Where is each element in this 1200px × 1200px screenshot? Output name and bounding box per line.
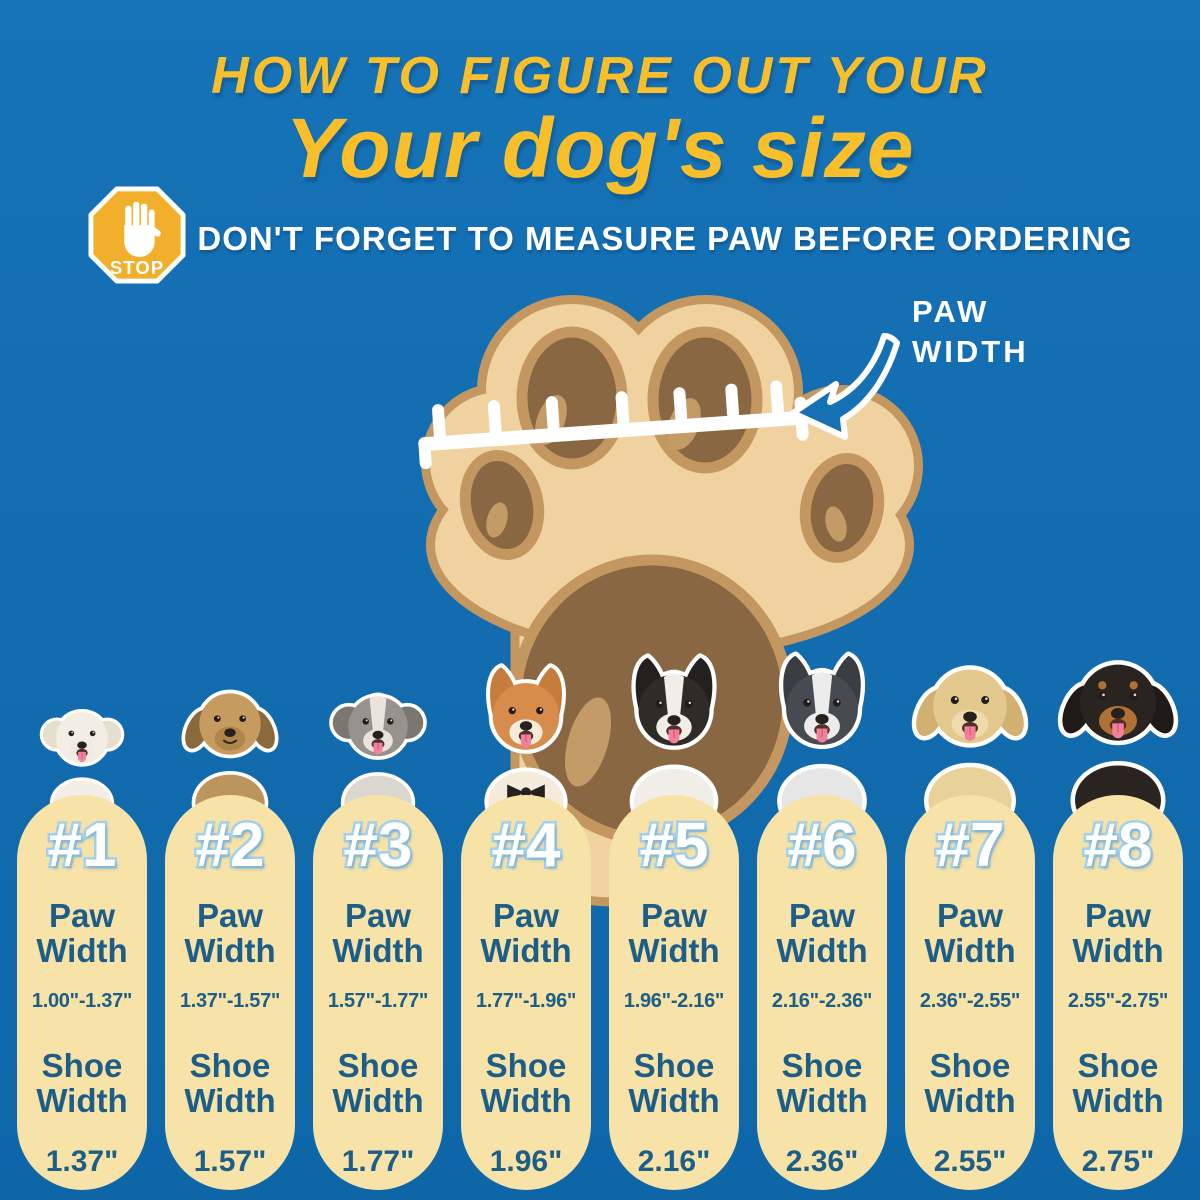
shoe-width-label: Shoe Width: [628, 1047, 720, 1119]
page-title-line2: Your dog's size: [285, 101, 915, 195]
paw-width-label: Paw Width: [628, 897, 720, 969]
page-title-line1: HOW TO FIGURE OUT YOUR: [211, 47, 989, 105]
shoe-width-value: 2.16": [637, 1144, 711, 1178]
size-number: #3: [341, 811, 415, 880]
paw-width-callout-line1: PAW: [912, 294, 990, 329]
size-column-2: #2 Paw Width 1.37"-1.57" Shoe Width 1.57": [165, 600, 295, 1200]
size-number: #4: [489, 811, 563, 880]
shoe-width-value: 2.55": [933, 1144, 1007, 1178]
shoe-width-label: Shoe Width: [1072, 1047, 1164, 1119]
size-column-1: #1 Paw Width 1.00"-1.37" Shoe Width 1.37": [17, 600, 147, 1200]
stop-hand-icon: [124, 201, 161, 258]
size-number: #1: [45, 811, 119, 880]
measure-arrow-icon: [790, 333, 900, 440]
size-card: #3 Paw Width 1.57"-1.77" Shoe Width 1.77": [313, 795, 443, 1190]
size-card: #8 Paw Width 2.55"-2.75" Shoe Width 2.75": [1053, 795, 1183, 1190]
size-column-4: #4 Paw Width 1.77"-1.96" Shoe Width 1.96": [461, 600, 591, 1200]
shoe-width-label: Shoe Width: [480, 1047, 572, 1119]
paw-width-range: 1.57"-1.77": [327, 990, 429, 1013]
shoe-width-value: 1.96": [489, 1144, 563, 1178]
shoe-width-value: 2.36": [785, 1144, 859, 1178]
paw-width-label: Paw Width: [184, 897, 276, 969]
dog-photo-shiba-inu: [472, 660, 581, 837]
size-column-6: #6 Paw Width 2.16"-2.36" Shoe Width 2.36": [757, 600, 887, 1200]
dog-photo-golden-retriever: [910, 644, 1030, 839]
measuring-ruler-icon: [418, 380, 809, 470]
size-column-5: #5 Paw Width 1.96"-2.16" Shoe Width 2.16": [609, 600, 739, 1200]
size-card: #5 Paw Width 1.96"-2.16" Shoe Width 2.16": [609, 795, 739, 1190]
size-number: #8: [1081, 811, 1155, 880]
shoe-width-value: 1.37": [45, 1144, 119, 1178]
size-number: #5: [637, 811, 711, 880]
paw-width-range: 1.96"-2.16": [623, 990, 725, 1013]
size-columns: #1 Paw Width 1.00"-1.37" Shoe Width 1.37" #2 P…: [0, 600, 1200, 1200]
paw-width-range: 2.16"-2.36": [771, 990, 873, 1013]
shoe-width-value: 2.75": [1081, 1144, 1155, 1178]
dog-photo-yorkshire-terrier: [180, 672, 280, 835]
size-card: #4 Paw Width 1.77"-1.96" Shoe Width 1.96": [461, 795, 591, 1190]
paw-width-label: Paw Width: [776, 897, 868, 969]
paw-width-range: 1.00"-1.37": [31, 990, 133, 1013]
shoe-width-label: Shoe Width: [36, 1047, 128, 1119]
paw-width-label: Paw Width: [1072, 897, 1164, 969]
paw-width-range: 2.36"-2.55": [919, 990, 1021, 1013]
size-number: #6: [785, 811, 859, 880]
shoe-width-value: 1.57": [193, 1144, 267, 1178]
stop-sign-label: STOP: [110, 257, 164, 278]
shoe-width-label: Shoe Width: [184, 1047, 276, 1119]
paw-width-callout-line2: WIDTH: [912, 333, 1029, 369]
shoe-width-label: Shoe Width: [776, 1047, 868, 1119]
size-card: #2 Paw Width 1.37"-1.57" Shoe Width 1.57": [165, 795, 295, 1190]
dog-photo-rottweiler: [1056, 638, 1180, 840]
paw-width-label: Paw Width: [36, 897, 128, 969]
paw-width-range: 1.37"-1.57": [179, 990, 281, 1013]
subtitle-warning: DON'T FORGET TO MEASURE PAW BEFORE ORDER…: [197, 220, 1133, 257]
dog-photo-husky: [764, 648, 881, 839]
size-number: #7: [933, 811, 1007, 880]
paw-width-label: Paw Width: [924, 897, 1016, 969]
dog-photo-bearded-collie: [329, 676, 427, 834]
paw-width-callout: PAW WIDTH: [912, 292, 1029, 371]
shoe-width-label: Shoe Width: [332, 1047, 424, 1119]
dog-photo-border-collie: [616, 650, 732, 838]
size-column-7: #7 Paw Width 2.36"-2.55" Shoe Width 2.55": [905, 600, 1035, 1200]
size-card: #1 Paw Width 1.00"-1.37" Shoe Width 1.37": [17, 795, 147, 1190]
size-column-8: #8 Paw Width 2.55"-2.75" Shoe Width 2.75": [1053, 600, 1183, 1200]
paw-width-label: Paw Width: [480, 897, 572, 969]
paw-width-range: 1.77"-1.96": [475, 990, 577, 1013]
size-number: #2: [193, 811, 267, 880]
paw-width-label: Paw Width: [332, 897, 424, 969]
shoe-width-value: 1.77": [341, 1144, 415, 1178]
size-card: #6 Paw Width 2.16"-2.36" Shoe Width 2.36": [757, 795, 887, 1190]
size-column-3: #3 Paw Width 1.57"-1.77" Shoe Width 1.77": [313, 600, 443, 1200]
paw-width-range: 2.55"-2.75": [1067, 990, 1169, 1013]
size-card: #7 Paw Width 2.36"-2.55" Shoe Width 2.55": [905, 795, 1035, 1190]
shoe-width-label: Shoe Width: [924, 1047, 1016, 1119]
stop-sign-icon: STOP: [88, 186, 186, 284]
